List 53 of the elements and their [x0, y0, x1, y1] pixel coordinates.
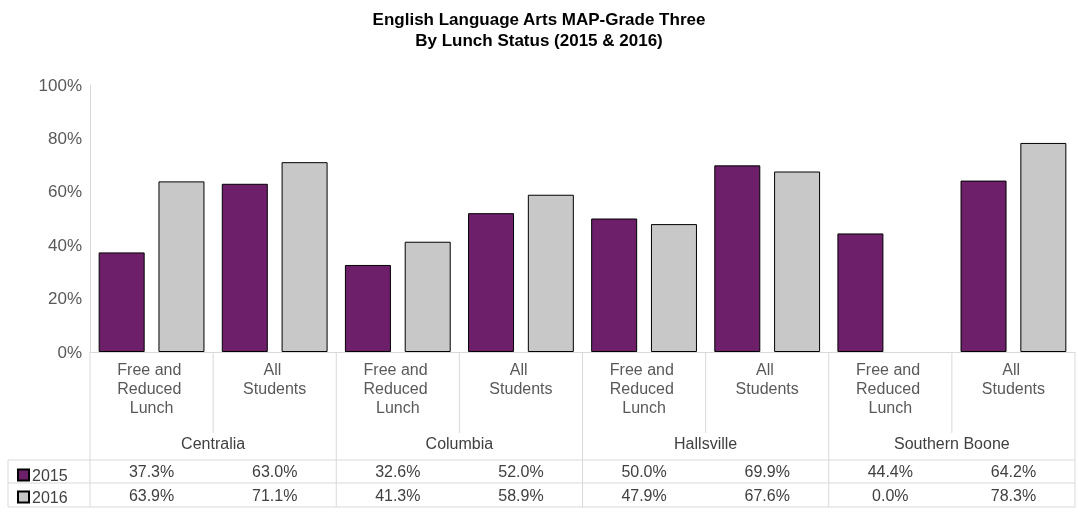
x-tick-label: Free and Reduced Lunch	[117, 361, 186, 416]
legend-label: 2016	[32, 488, 68, 506]
data-label: 58.9%	[498, 486, 544, 504]
legend-label: 2015	[32, 466, 68, 484]
y-tick-label: 0%	[57, 342, 82, 362]
data-label: 32.6%	[375, 462, 421, 480]
data-label: 50.0%	[621, 462, 667, 480]
bar	[591, 218, 638, 352]
y-tick-label: 40%	[47, 235, 82, 255]
x-tick-label: All Students	[489, 361, 553, 397]
data-label: 0.0%	[872, 486, 909, 504]
x-tick-label: Free and Reduced Lunch	[856, 361, 925, 416]
y-tick-label: 20%	[47, 289, 82, 309]
x-tick-label: All Students	[735, 361, 799, 397]
bar	[221, 183, 268, 352]
data-label: 52.0%	[498, 462, 544, 480]
text: Southern Boone	[894, 434, 1010, 452]
data-label: 63.9%	[128, 486, 175, 504]
x-tick-label: All Students	[243, 361, 307, 397]
text: Hallsville	[674, 434, 738, 452]
bar	[281, 162, 328, 352]
data-label: 41.3%	[375, 486, 421, 504]
bar	[774, 171, 821, 352]
bar	[650, 224, 697, 352]
bar	[837, 233, 884, 352]
data-label: 64.2%	[990, 462, 1037, 480]
bar	[404, 241, 451, 352]
y-tick-label: 100%	[38, 75, 82, 95]
bar	[344, 264, 391, 352]
bar	[98, 252, 145, 352]
data-label: 67.6%	[744, 486, 790, 504]
data-label: 63.0%	[252, 462, 298, 480]
text: Columbia	[425, 434, 494, 452]
bar	[714, 165, 761, 352]
data-label: 47.9%	[621, 486, 667, 504]
chart-subtitle: By Lunch Status (2015 & 2016)	[415, 31, 663, 50]
bar	[960, 180, 1007, 352]
text: Centralia	[181, 434, 246, 452]
data-label: 44.4%	[867, 462, 913, 480]
chart-title: English Language Arts MAP-Grade Three	[372, 10, 706, 29]
bar	[527, 194, 574, 352]
data-label: 69.9%	[744, 462, 790, 480]
bar	[158, 181, 205, 352]
data-label: 71.1%	[252, 486, 298, 504]
x-tick-label: Free and Reduced Lunch	[363, 361, 433, 416]
x-tick-label: All Students	[981, 361, 1046, 397]
data-label: 78.3%	[990, 486, 1037, 504]
bar	[1020, 142, 1067, 352]
x-tick-label: Free and Reduced Lunch	[609, 361, 679, 416]
bar	[468, 213, 515, 352]
data-label: 37.3%	[128, 462, 175, 480]
y-tick-label: 60%	[47, 182, 82, 202]
y-tick-label: 80%	[47, 128, 82, 148]
